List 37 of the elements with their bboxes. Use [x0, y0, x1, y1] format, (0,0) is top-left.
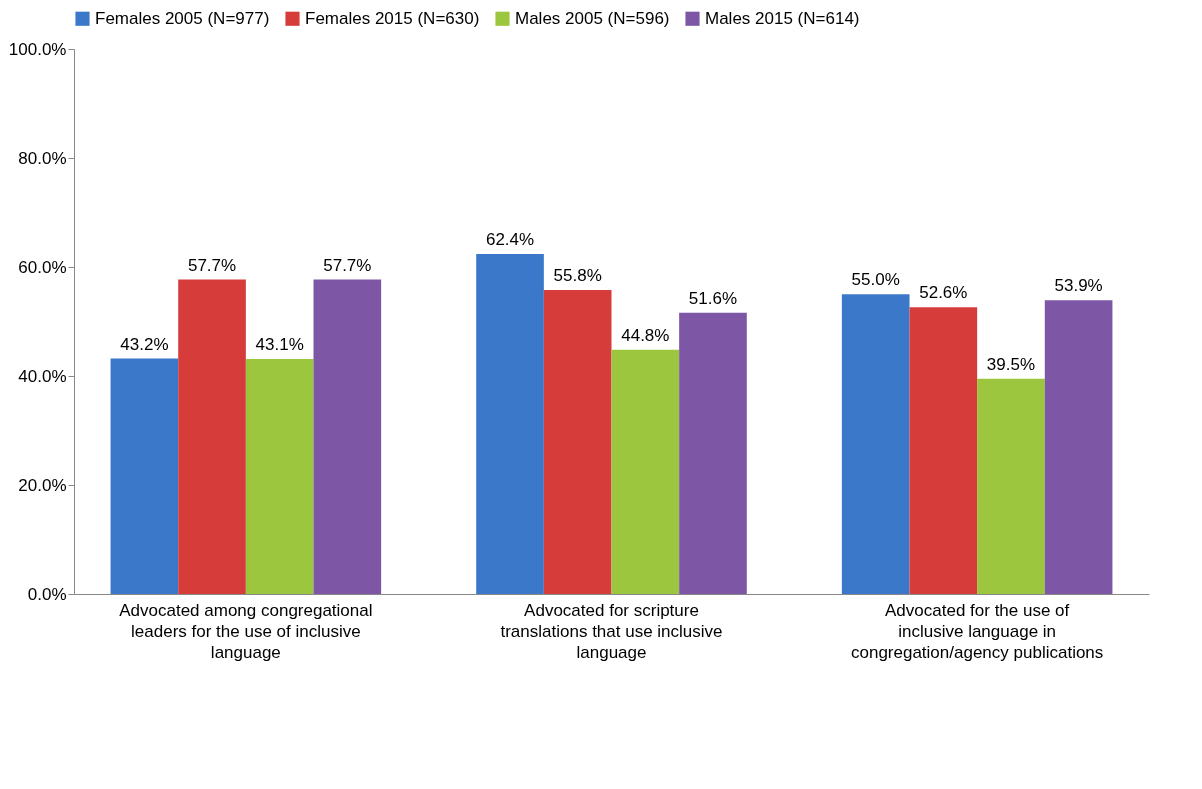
bar — [178, 279, 246, 594]
bar — [245, 359, 314, 594]
data-label: 53.9% — [1054, 276, 1103, 296]
x-tick-label: Advocated among congregational leaders for the use of inclusive language — [119, 600, 373, 662]
y-tick-label: 40.0% — [18, 366, 67, 386]
bar — [476, 253, 544, 594]
y-tick-label: 20.0% — [18, 475, 67, 495]
data-label: 57.7% — [187, 255, 237, 275]
data-label: 52.6% — [919, 283, 968, 303]
x-tick-label: Advocated for scripture translations that use inclusive language — [500, 600, 723, 662]
bar — [841, 294, 910, 594]
legend-label: Females 2015 (N=630) — [305, 8, 480, 28]
data-label: 62.4% — [485, 229, 535, 249]
legend-label: Females 2005 (N=977) — [95, 8, 270, 28]
data-label: 44.8% — [621, 325, 670, 345]
legend-label: Males 2015 (N=614) — [705, 8, 860, 28]
y-tick-label: 60.0% — [18, 257, 67, 277]
data-label: 51.6% — [688, 288, 738, 308]
bar — [679, 312, 747, 594]
y-tick-label: 0.0% — [27, 584, 67, 604]
y-tick-label: 80.0% — [18, 148, 67, 168]
x-tick-label: Advocated for the use of inclusive language in congregation/agency publications — [850, 600, 1104, 662]
legend-label: Males 2005 (N=596) — [515, 8, 670, 28]
bar — [977, 378, 1045, 594]
data-label: 55.8% — [553, 265, 602, 285]
bar — [1044, 300, 1113, 594]
bar — [611, 349, 680, 594]
data-label: 39.5% — [986, 354, 1036, 374]
data-label: 57.7% — [323, 255, 372, 275]
bar — [543, 289, 612, 594]
y-tick-label: 100.0% — [8, 39, 67, 59]
data-label: 43.2% — [120, 334, 169, 354]
bar — [909, 307, 978, 594]
bar — [313, 279, 382, 594]
data-label: 55.0% — [851, 270, 900, 290]
bar — [110, 358, 179, 594]
data-label: 43.1% — [255, 335, 304, 355]
